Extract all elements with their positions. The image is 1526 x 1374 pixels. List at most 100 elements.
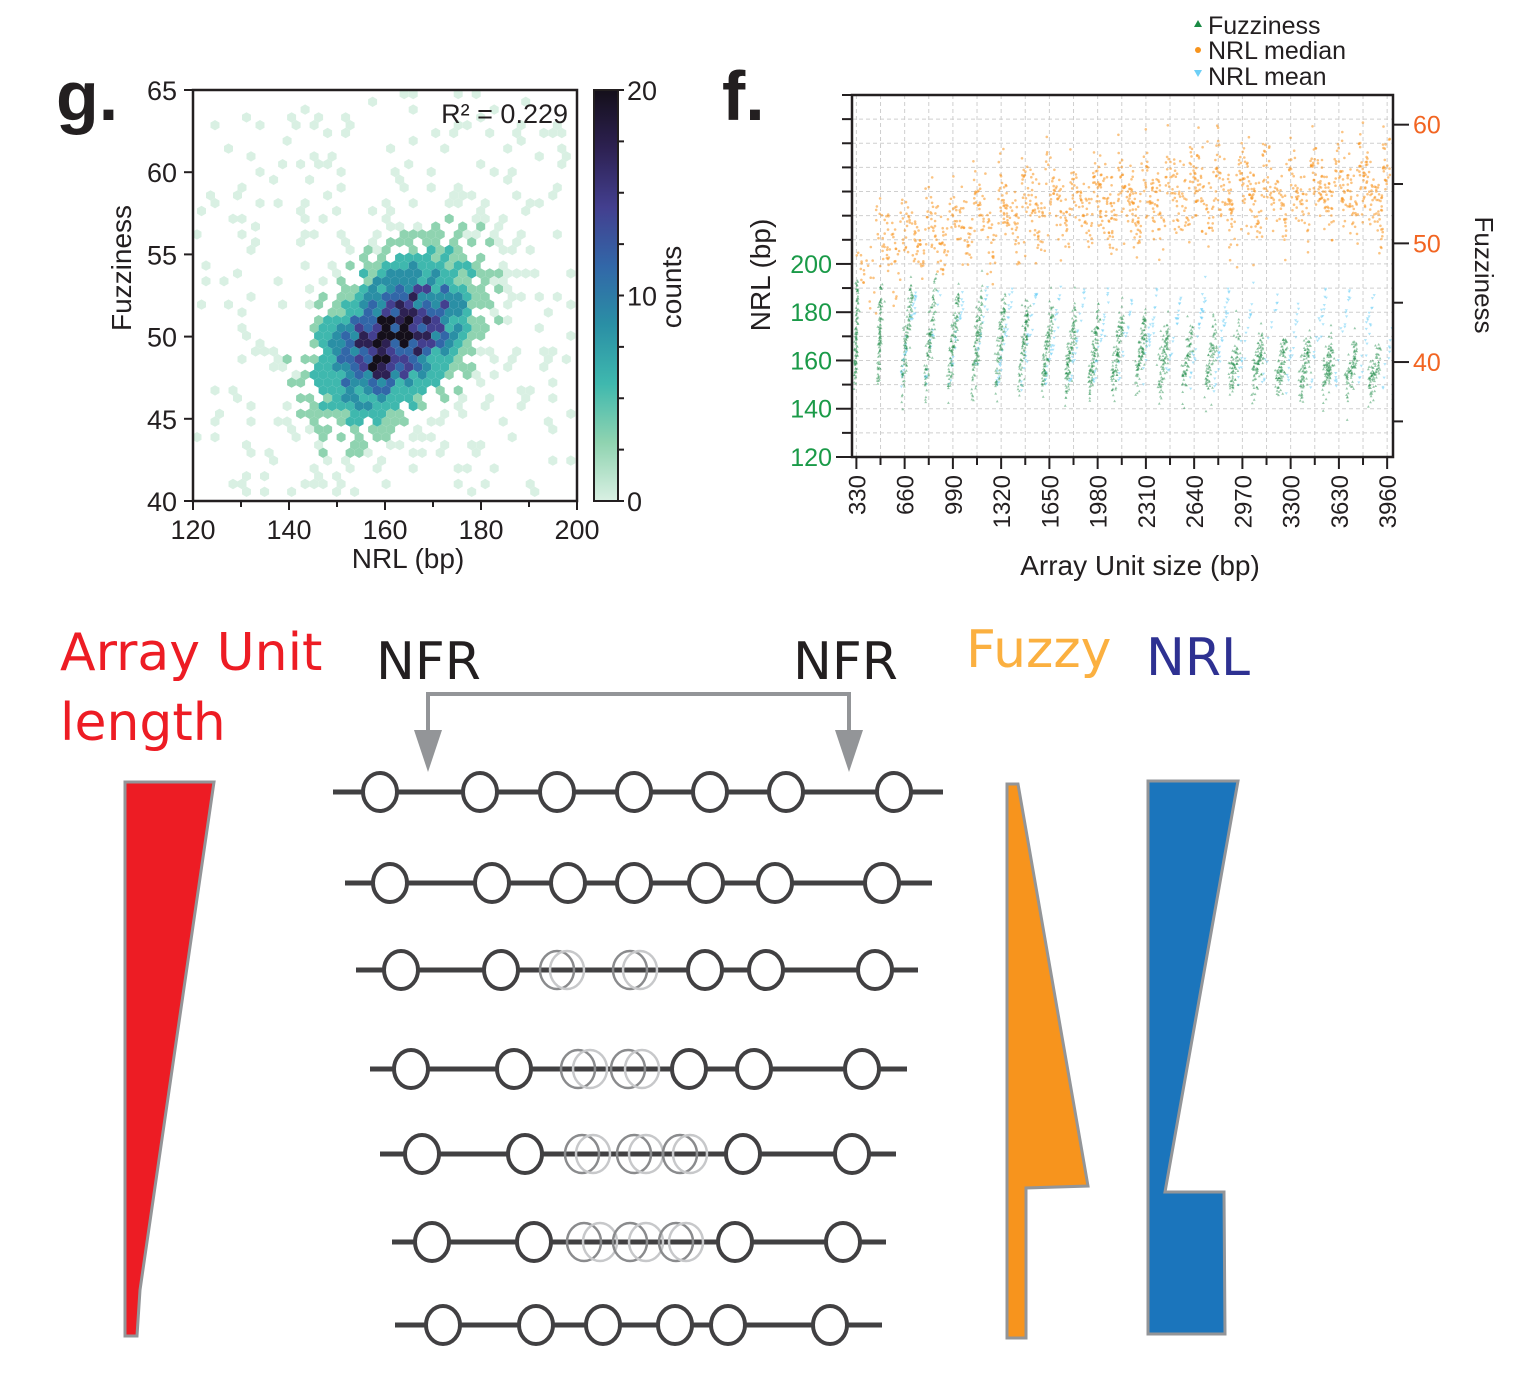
legend-item-nrl-mean[interactable]: NRL mean: [1194, 63, 1327, 91]
scatter-point-fuzziness: [1184, 360, 1188, 364]
hexbin-cell: [417, 276, 427, 287]
scatter-point-fuzziness: [1375, 367, 1379, 371]
hexbin-cell: [350, 361, 360, 373]
hexbin-cell: [251, 221, 260, 232]
scatter-point-fuzziness: [952, 333, 956, 336]
scatter-point-fuzziness: [1261, 346, 1265, 349]
scatter-point-nrl-median: [1375, 198, 1378, 202]
legend-item-fuzziness[interactable]: Fuzziness: [1194, 12, 1321, 40]
scatter-point-nrl-median: [1317, 181, 1320, 184]
scatter-point-fuzziness: [1065, 376, 1069, 380]
scatter-point-fuzziness: [1345, 375, 1348, 379]
scatter-point-nrl-median: [1175, 218, 1179, 221]
scatter-point-fuzziness: [1138, 355, 1141, 358]
hexbin-cell: [300, 354, 310, 365]
scatter-x-tick-label: 1320: [989, 475, 1016, 528]
scatter-point-fuzziness: [955, 314, 959, 317]
scatter-point-fuzziness: [1000, 342, 1004, 346]
scatter-point-nrl-median: [1167, 181, 1170, 185]
scatter-point-nrl-mean: [1099, 340, 1103, 343]
scatter-point-fuzziness: [1163, 356, 1167, 359]
scatter-point-nrl-median: [1255, 235, 1259, 239]
scatter-point-nrl-median: [983, 197, 986, 201]
scatter-point-nrl-median: [1346, 204, 1349, 208]
hexbin-cell: [467, 283, 477, 295]
scatter-point-nrl-median: [1129, 229, 1133, 233]
hexbin-cell: [476, 159, 486, 170]
colorbar-tick-label: 0: [627, 487, 642, 517]
scatter-point-fuzziness: [1345, 369, 1349, 372]
hexbin-cell: [377, 346, 387, 357]
scatter-point-fuzziness: [1261, 343, 1265, 346]
scatter-point-fuzziness: [931, 302, 934, 306]
scatter-x-tick-label: 1980: [1086, 475, 1113, 528]
scatter-point-fuzziness: [909, 296, 912, 300]
scatter-point-fuzziness: [1163, 344, 1167, 347]
scatter-point-nrl-median: [1227, 173, 1230, 177]
scatter-point-nrl-median: [1284, 213, 1287, 216]
scatter-point-fuzziness: [1232, 362, 1235, 365]
scatter-point-fuzziness: [1067, 372, 1070, 375]
scatter-point-nrl-median: [1227, 189, 1230, 192]
scatter-point-fuzziness: [1162, 358, 1166, 362]
scatter-point-nrl-median: [1269, 185, 1272, 189]
scatter-point-nrl-mean: [1094, 360, 1098, 363]
scatter-point-nrl-median: [1215, 144, 1218, 147]
scatter-point-fuzziness: [1331, 348, 1335, 351]
scatter-point-nrl-median: [1063, 221, 1067, 225]
scatter-point-fuzziness: [1158, 385, 1161, 388]
scatter-point-fuzziness: [876, 365, 880, 369]
scatter-point-fuzziness: [977, 358, 981, 362]
scatter-point-fuzziness: [1089, 367, 1093, 371]
scatter-point-nrl-median: [1065, 227, 1069, 231]
scatter-point-nrl-median: [1325, 175, 1328, 179]
scatter-point-nrl-median: [1291, 209, 1294, 212]
scatter-point-nrl-median: [1172, 158, 1176, 161]
hexbin-cell: [467, 330, 477, 341]
scatter-point-fuzziness: [998, 344, 1002, 347]
scatter-point-fuzziness: [1116, 336, 1120, 340]
legend-item-nrl-median[interactable]: NRL median: [1195, 37, 1346, 65]
scatter-point-fuzziness: [1330, 336, 1333, 339]
scatter-point-fuzziness: [1025, 337, 1029, 340]
scatter-point-nrl-median: [1351, 204, 1354, 208]
scatter-point-fuzziness: [1041, 382, 1044, 386]
hexbin-cell: [318, 354, 328, 365]
hexbin-cell: [372, 432, 382, 443]
scatter-point-nrl-mean: [1323, 288, 1327, 292]
scatter-point-nrl-median: [1005, 207, 1008, 210]
scatter-point-fuzziness: [952, 313, 956, 316]
scatter-point-fuzziness: [1026, 312, 1030, 315]
hexbin-cell: [408, 307, 418, 318]
scatter-point-fuzziness: [1000, 325, 1004, 328]
scatter-point-fuzziness: [1227, 361, 1231, 364]
scatter-point-fuzziness: [1000, 347, 1004, 350]
scatter-point-nrl-median: [1079, 194, 1082, 197]
scatter-point-fuzziness: [924, 382, 928, 385]
hexbin-cell: [458, 393, 468, 404]
hexbin-cell: [413, 221, 423, 232]
scatter-point-fuzziness: [1302, 346, 1306, 349]
scatter-point-fuzziness: [1181, 373, 1184, 376]
scatter-point-nrl-median: [1149, 201, 1153, 205]
scatter-point-fuzziness: [1046, 357, 1049, 361]
scatter-point-fuzziness: [1329, 345, 1333, 349]
scatter-point-fuzziness: [948, 346, 951, 349]
scatter-point-fuzziness: [905, 336, 909, 339]
scatter-point-nrl-median: [1240, 141, 1243, 145]
scatter-point-nrl-median: [1364, 186, 1367, 189]
scatter-point-nrl-median: [968, 232, 972, 236]
scatter-point-fuzziness: [929, 333, 932, 337]
scatter-point-fuzziness: [1163, 339, 1166, 343]
scatter-point-nrl-median: [1078, 218, 1081, 222]
scatter-point-nrl-median: [1349, 195, 1353, 199]
scatter-point-nrl-median: [892, 235, 895, 239]
scatter-point-fuzziness: [1027, 318, 1031, 321]
scatter-point-nrl-median: [992, 238, 995, 242]
scatter-point-fuzziness: [1068, 351, 1072, 354]
hexbin-cell: [476, 299, 486, 310]
hexbin-cell: [332, 346, 342, 357]
scatter-point-fuzziness: [1071, 321, 1075, 325]
scatter-point-nrl-mean: [1218, 345, 1222, 349]
hexbin-cell: [408, 322, 418, 334]
